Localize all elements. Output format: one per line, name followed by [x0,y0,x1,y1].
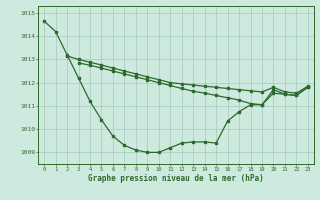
X-axis label: Graphe pression niveau de la mer (hPa): Graphe pression niveau de la mer (hPa) [88,174,264,183]
